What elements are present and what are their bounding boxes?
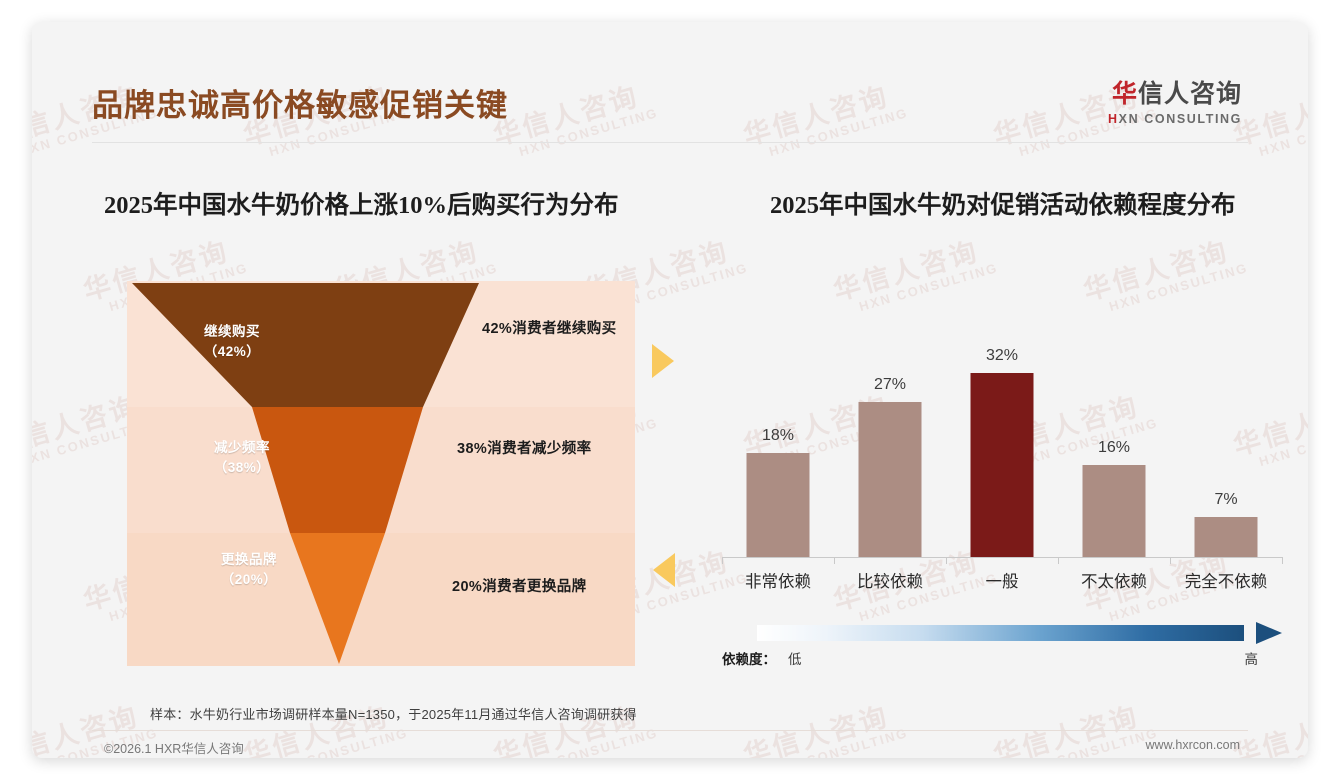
gradient-arrow bbox=[757, 622, 1282, 644]
bar-value-label: 16% bbox=[1097, 439, 1131, 456]
funnel-segment-switch bbox=[290, 533, 385, 664]
slide-header: 品牌忠诚高价格敏感促销关键 华信人咨询 HXN CONSULTING bbox=[32, 22, 1308, 126]
page-title: 品牌忠诚高价格敏感促销关键 bbox=[92, 88, 508, 123]
bar-column: 16% bbox=[1058, 272, 1170, 557]
category-label: 非常依赖 bbox=[745, 573, 811, 591]
axis-tick bbox=[834, 557, 835, 564]
bar-plot-area: 18% 27% 32% 16% 7% bbox=[722, 272, 1282, 557]
header-divider bbox=[92, 142, 1248, 143]
funnel-note-continue: 42%消费者继续购买 bbox=[482, 321, 617, 337]
category-label: 完全不依赖 bbox=[1184, 573, 1268, 591]
bar-column: 18% bbox=[722, 272, 834, 557]
funnel-band-3 bbox=[127, 533, 635, 666]
bar-column: 32% bbox=[946, 272, 1058, 557]
axis-tick bbox=[722, 557, 723, 564]
funnel-segment-continue bbox=[132, 283, 479, 407]
bar-column: 7% bbox=[1170, 272, 1282, 557]
copyright-text: ©2026.1 HXR华信人咨询 bbox=[104, 742, 244, 756]
axis-tick bbox=[1282, 557, 1283, 564]
logo-accent-char: 华 bbox=[1111, 80, 1138, 108]
bar[interactable] bbox=[746, 453, 810, 557]
logo-chinese-rest: 信人咨询 bbox=[1137, 80, 1242, 108]
slide-footer: ©2026.1 HXR华信人咨询 www.hxrcon.com bbox=[92, 738, 1248, 758]
website-link[interactable]: www.hxrcon.com bbox=[1145, 738, 1240, 752]
logo-en-rest: XN CONSULTING bbox=[1118, 112, 1242, 126]
category-label: 比较依赖 bbox=[857, 573, 923, 591]
legend-low-label: 低 bbox=[788, 652, 802, 667]
brand-logo: 华信人咨询 HXN CONSULTING bbox=[1108, 74, 1242, 126]
logo-en-accent: H bbox=[1108, 112, 1119, 126]
axis-tick bbox=[946, 557, 947, 564]
funnel-shape bbox=[132, 283, 479, 664]
funnel-chart bbox=[127, 281, 635, 666]
left-chart-subtitle: 2025年中国水牛奶价格上涨10%后购买行为分布 bbox=[104, 192, 619, 219]
bar-value-label: 18% bbox=[761, 427, 795, 444]
bar-value-label: 32% bbox=[985, 347, 1019, 364]
right-chart-subtitle: 2025年中国水牛奶对促销活动依赖程度分布 bbox=[770, 192, 1236, 219]
dependency-bar-chart: 18% 27% 32% 16% 7% 非常依赖 比较依赖 一般 不太依赖 完全不依赖 bbox=[722, 272, 1283, 591]
bar[interactable] bbox=[1194, 517, 1258, 557]
footer-divider bbox=[92, 730, 1248, 731]
axis-tick bbox=[1058, 557, 1059, 564]
x-axis-line bbox=[722, 557, 1282, 558]
funnel-segment-reduce bbox=[252, 407, 423, 533]
bar-highlighted[interactable] bbox=[970, 373, 1034, 557]
logo-english: HXN CONSULTING bbox=[1108, 112, 1242, 126]
axis-tick bbox=[1170, 557, 1171, 564]
dependency-gradient-legend: 依赖度： 低 高 bbox=[722, 622, 1282, 668]
funnel-label-reduce: 减少频率 （38%） bbox=[213, 440, 271, 475]
funnel-note-switch: 20%消费者更换品牌 bbox=[452, 579, 587, 595]
gradient-arrow-head-icon bbox=[1256, 622, 1282, 644]
funnel-label-continue: 继续购买 （42%） bbox=[203, 324, 261, 359]
logo-chinese: 华信人咨询 bbox=[1108, 74, 1242, 110]
bar-value-label: 7% bbox=[1214, 491, 1238, 508]
category-label: 一般 bbox=[985, 573, 1019, 591]
triangle-left-icon bbox=[653, 553, 675, 587]
bar-column: 27% bbox=[834, 272, 946, 557]
triangle-right-icon bbox=[652, 344, 674, 378]
slide-card: 华信人咨询 HXN CONSULTING 华信人咨询 HXN CONSULTING 华信… bbox=[32, 22, 1308, 758]
x-axis-category-labels: 非常依赖 比较依赖 一般 不太依赖 完全不依赖 bbox=[722, 568, 1282, 598]
bar[interactable] bbox=[1082, 465, 1146, 557]
bar[interactable] bbox=[858, 402, 922, 557]
sample-footnote: 样本：水牛奶行业市场调研样本量N=1350，于2025年11月通过华信人咨询调研… bbox=[150, 707, 637, 722]
funnel-label-switch: 更换品牌 （20%） bbox=[220, 552, 278, 587]
legend-title: 依赖度： bbox=[722, 652, 776, 667]
bar-value-label: 27% bbox=[873, 376, 907, 393]
funnel-note-reduce: 38%消费者减少频率 bbox=[457, 441, 592, 457]
legend-high-label: 高 bbox=[1244, 652, 1259, 667]
category-label: 不太依赖 bbox=[1081, 573, 1147, 591]
gradient-bar bbox=[757, 625, 1244, 641]
